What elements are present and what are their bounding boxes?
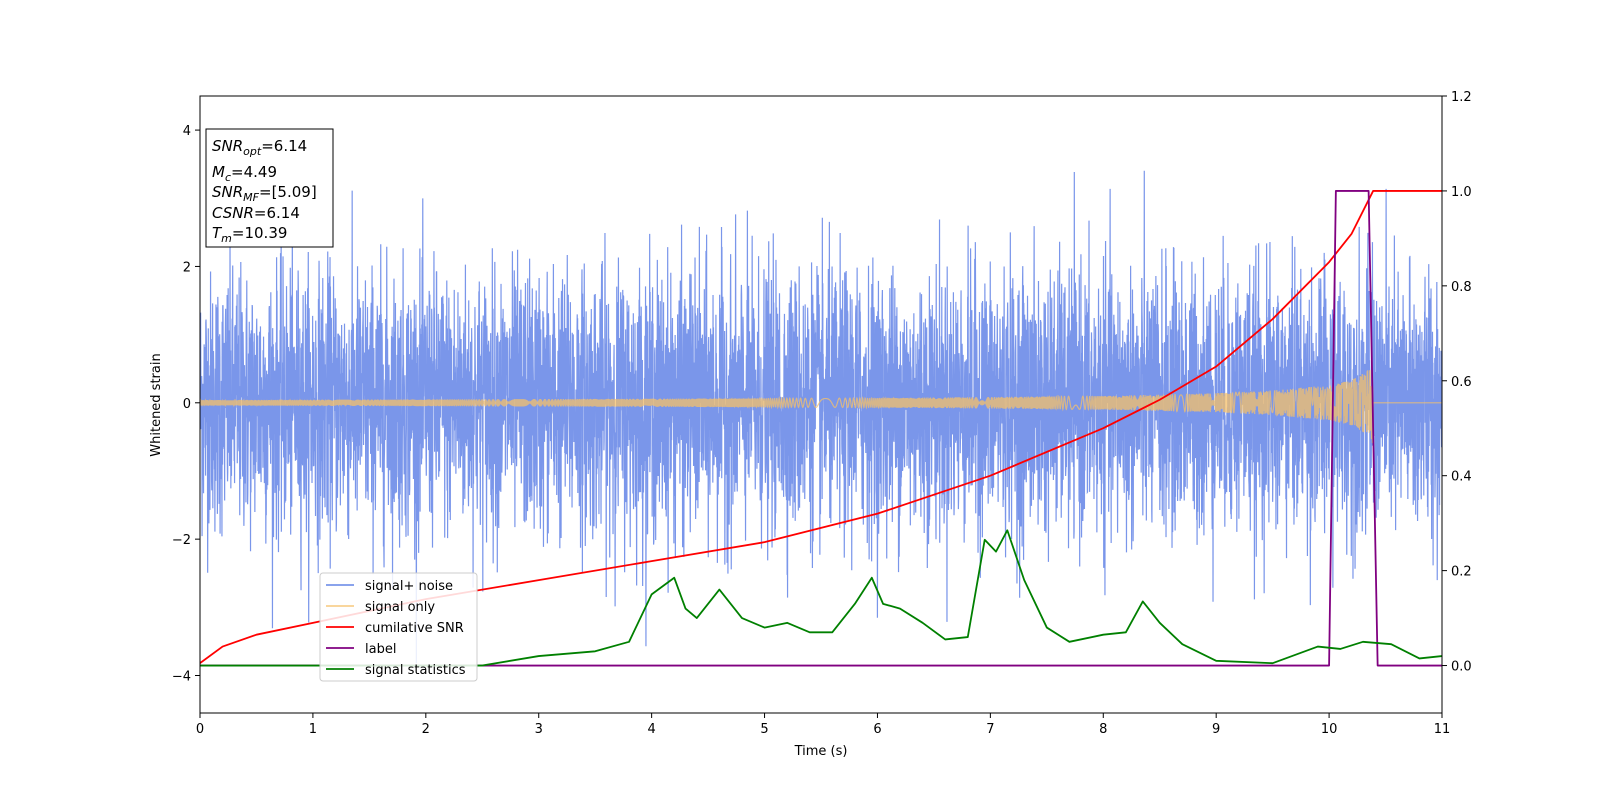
y2-tick-label: 1.0 — [1451, 185, 1472, 200]
y2-tick-label: 0.8 — [1451, 280, 1472, 295]
y2-tick-label: 1.2 — [1451, 90, 1472, 105]
legend-label: label — [365, 642, 396, 657]
y2-tick-label: 0.4 — [1451, 470, 1472, 485]
info-mc: Mc=4.49 — [212, 163, 277, 184]
y-axis-label: Whitened strain — [149, 353, 164, 456]
y-tick-label: 4 — [183, 124, 191, 139]
y2-tick-label: 0.6 — [1451, 375, 1472, 390]
info-box: SNRopt=6.14 Mc=4.49 SNRMF=[5.09] CSNR=6.… — [205, 128, 334, 248]
info-tm: Tm=10.39 — [212, 224, 287, 245]
series-signal-only — [200, 370, 1442, 444]
x-tick-label: 6 — [873, 722, 881, 737]
x-tick-label: 0 — [196, 722, 204, 737]
info-snr-mf: SNRMF=[5.09] — [212, 183, 317, 204]
legend-frame — [319, 572, 478, 682]
legend-label: cumilative SNR — [365, 621, 464, 636]
x-tick-label: 4 — [647, 722, 655, 737]
y-tick-label: 0 — [183, 397, 191, 412]
y-axis-left: −4 −2 0 2 4 — [172, 124, 200, 685]
y2-tick-label: 0.2 — [1451, 565, 1472, 580]
x-tick-label: 7 — [986, 722, 994, 737]
y2-tick-label: 0.0 — [1451, 660, 1472, 675]
x-tick-label: 3 — [535, 722, 543, 737]
y-tick-label: −2 — [172, 533, 191, 548]
info-csnr: CSNR=6.14 — [212, 204, 300, 222]
x-axis-label: Time (s) — [794, 744, 848, 759]
x-tick-label: 2 — [422, 722, 430, 737]
x-tick-label: 10 — [1321, 722, 1338, 737]
x-tick-label: 11 — [1434, 722, 1451, 737]
y-tick-label: −4 — [172, 670, 191, 685]
series-layer — [200, 170, 1442, 667]
legend: signal+ noise signal only cumilative SNR la… — [319, 572, 478, 682]
series-cumilative-snr — [200, 190, 1442, 664]
x-tick-label: 8 — [1099, 722, 1107, 737]
info-box-frame — [205, 128, 334, 248]
series-signal-statistics — [200, 529, 1442, 667]
x-axis: 0 1 2 3 4 5 6 7 8 9 10 11 — [196, 713, 1450, 737]
x-tick-label: 9 — [1212, 722, 1220, 737]
plot-frame — [199, 95, 1443, 714]
legend-label: signal only — [365, 600, 435, 615]
series-label — [200, 190, 1442, 667]
x-tick-label: 5 — [760, 722, 768, 737]
x-tick-label: 1 — [309, 722, 317, 737]
info-snr-opt: SNRopt=6.14 — [212, 137, 307, 158]
legend-label: signal+ noise — [365, 579, 453, 594]
y-axis-right: 0.0 0.2 0.4 0.6 0.8 1.0 1.2 — [1442, 90, 1472, 675]
y-tick-label: 2 — [183, 260, 191, 275]
legend-label: signal statistics — [365, 663, 466, 678]
